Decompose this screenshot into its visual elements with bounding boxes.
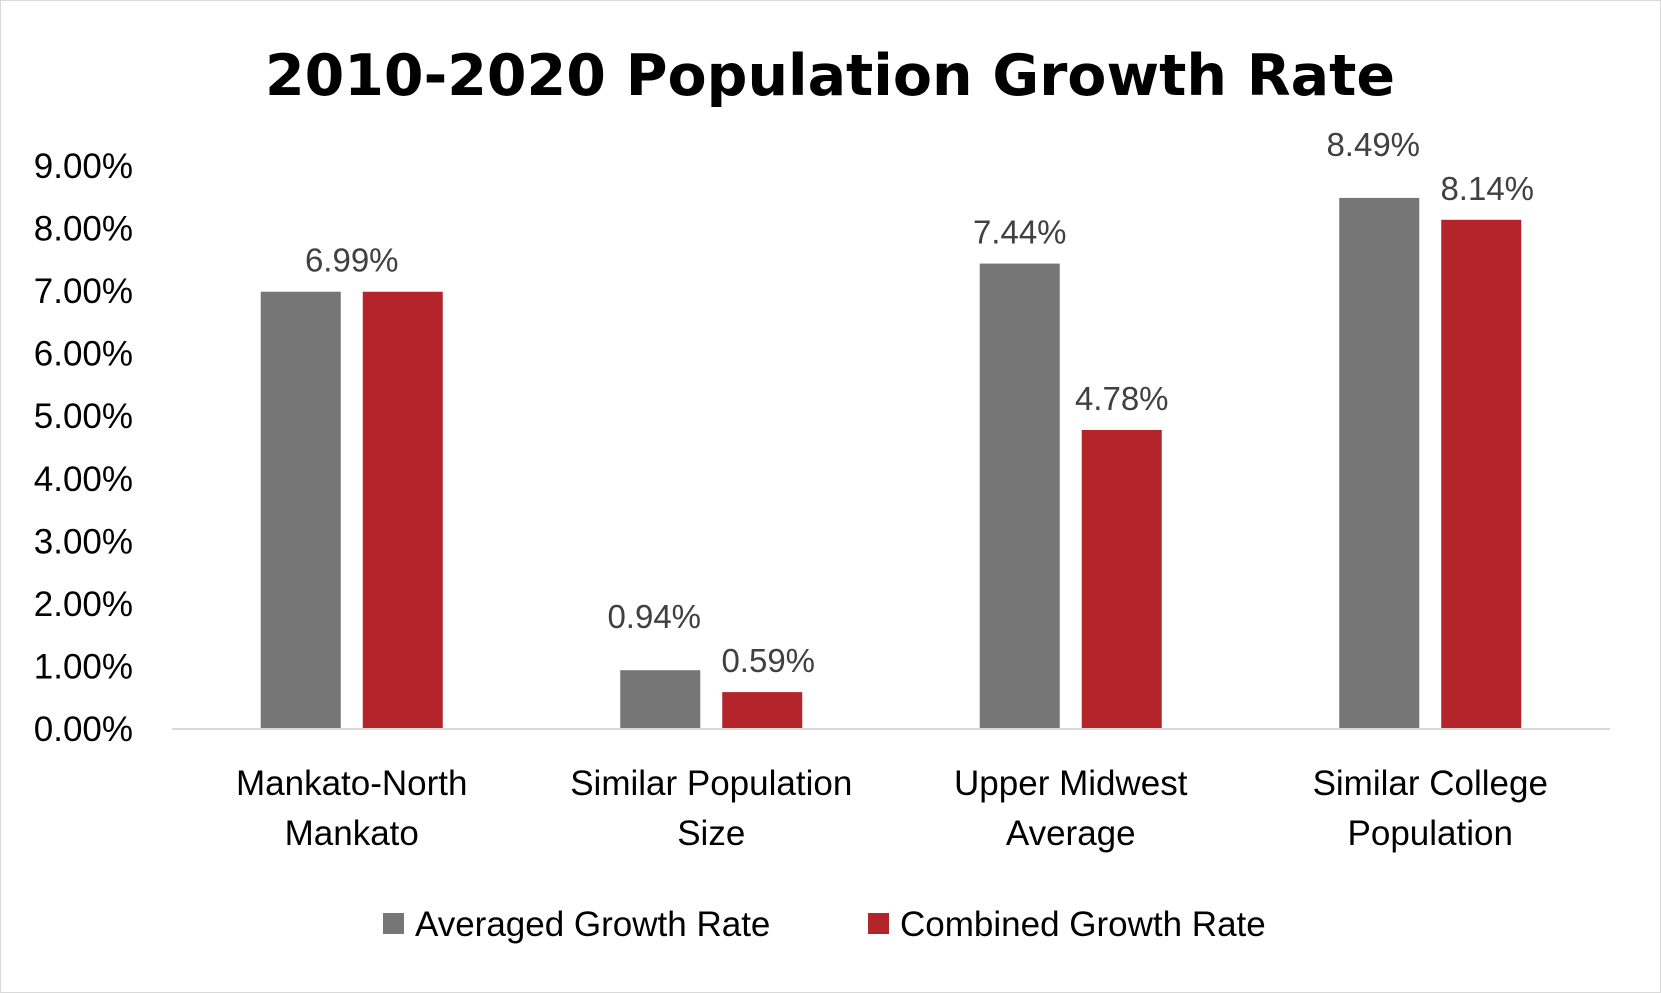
x-category-label: Similar Population bbox=[570, 764, 852, 803]
y-tick-label: 1.00% bbox=[34, 647, 133, 686]
x-category-label: Similar College bbox=[1313, 764, 1548, 803]
bar-series-1-cat-1 bbox=[260, 291, 341, 729]
x-category-label: Mankato bbox=[285, 814, 419, 853]
data-labels-group: 6.99% 0.94% 0.59% 7.44% 4.78% 8.49% 8.14% bbox=[305, 126, 1534, 679]
y-tick-label: 0.00% bbox=[34, 710, 133, 749]
legend-label-2: Combined Growth Rate bbox=[900, 905, 1266, 944]
x-category-label: Mankato-North bbox=[236, 764, 467, 803]
bar-series-2-cat-2 bbox=[722, 692, 803, 729]
bar-series-1-cat-2 bbox=[620, 670, 701, 729]
data-label-series-1-cat-4: 8.49% bbox=[1326, 126, 1420, 163]
data-label-series-2-cat-4: 8.14% bbox=[1440, 170, 1534, 207]
chart-title: 2010-2020 Population Growth Rate bbox=[265, 43, 1395, 109]
bar-series-1-cat-3 bbox=[979, 263, 1060, 729]
y-tick-label: 9.00% bbox=[34, 147, 133, 186]
y-tick-label: 7.00% bbox=[34, 272, 133, 311]
bar-series-2-cat-1 bbox=[362, 291, 443, 729]
y-tick-label: 6.00% bbox=[34, 335, 133, 374]
x-category-label: Upper Midwest bbox=[954, 764, 1188, 803]
x-axis: Mankato-North Mankato Similar Population Si… bbox=[236, 764, 1548, 853]
x-category-label: Population bbox=[1348, 814, 1513, 853]
legend-label-1: Averaged Growth Rate bbox=[415, 905, 770, 944]
data-label-series-2-cat-2: 0.59% bbox=[721, 642, 815, 679]
data-label-series-1-cat-3: 7.44% bbox=[973, 214, 1067, 251]
bar-series-2-cat-4 bbox=[1441, 219, 1522, 729]
data-label-series-2-cat-3: 4.78% bbox=[1075, 380, 1169, 417]
y-tick-label: 5.00% bbox=[34, 397, 133, 436]
y-tick-label: 2.00% bbox=[34, 585, 133, 624]
data-label-series-1-cat-2: 0.94% bbox=[607, 598, 701, 635]
data-label-series-1-cat-1: 6.99% bbox=[305, 242, 399, 279]
y-tick-label: 3.00% bbox=[34, 522, 133, 561]
bars-group bbox=[260, 197, 1522, 730]
x-category-label: Average bbox=[1006, 814, 1136, 853]
bar-series-2-cat-3 bbox=[1081, 429, 1162, 729]
legend-swatch-1 bbox=[383, 913, 404, 934]
bar-series-1-cat-4 bbox=[1339, 197, 1420, 730]
legend: Averaged Growth Rate Combined Growth Rate bbox=[383, 905, 1266, 944]
legend-swatch-2 bbox=[868, 913, 889, 934]
x-category-label: Size bbox=[677, 814, 745, 853]
y-tick-label: 4.00% bbox=[34, 460, 133, 499]
y-tick-label: 8.00% bbox=[34, 210, 133, 249]
y-axis: 0.00% 1.00% 2.00% 3.00% 4.00% 5.00% 6.00% 7.00%… bbox=[34, 147, 133, 749]
